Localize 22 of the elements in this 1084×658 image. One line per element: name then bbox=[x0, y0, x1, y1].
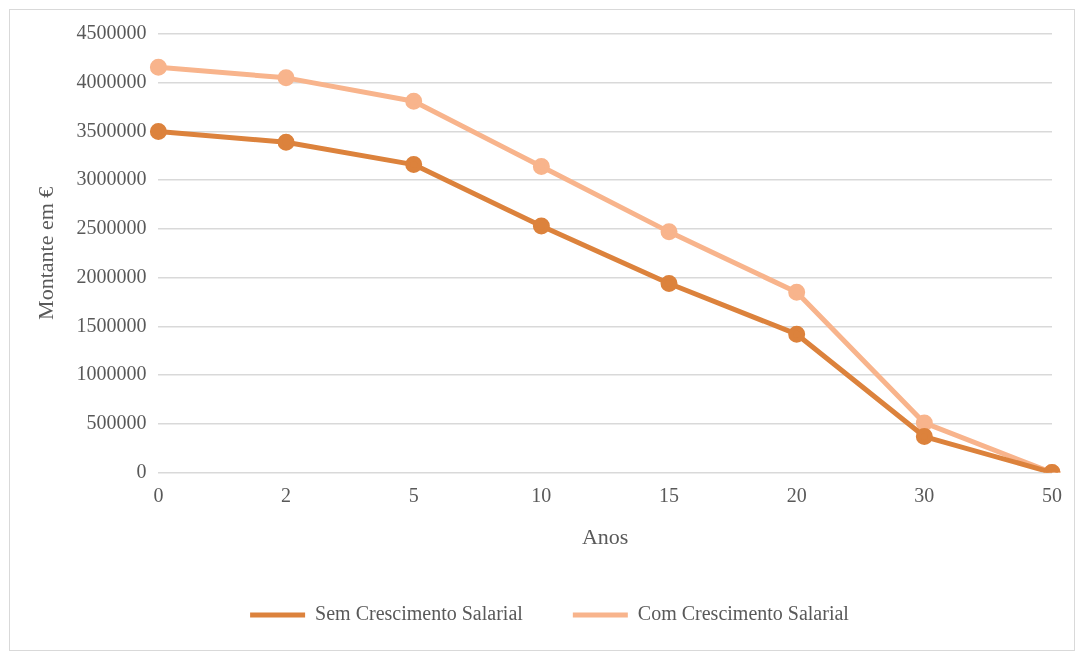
legend-label: Sem Crescimento Salarial bbox=[315, 602, 524, 625]
legend-label: Com Crescimento Salarial bbox=[637, 602, 850, 625]
y-tick-label: 3500000 bbox=[76, 118, 147, 141]
x-tick-label: 2 bbox=[281, 483, 292, 506]
y-tick-label: 0 bbox=[136, 459, 147, 482]
x-tick-label: 20 bbox=[786, 483, 807, 506]
x-tick-label: 30 bbox=[914, 483, 935, 506]
y-tick-label: 1000000 bbox=[76, 362, 147, 385]
y-tick-label: 2500000 bbox=[76, 216, 147, 239]
x-tick-label: 15 bbox=[659, 483, 680, 506]
y-tick-label: 2000000 bbox=[76, 264, 147, 287]
x-tick-label: 50 bbox=[1042, 483, 1062, 506]
y-tick-label: 500000 bbox=[86, 411, 147, 434]
x-tick-label: 0 bbox=[153, 483, 164, 506]
y-tick-label: 4000000 bbox=[76, 69, 147, 92]
x-tick-label: 5 bbox=[408, 483, 419, 506]
x-axis-title: Anos bbox=[581, 523, 629, 549]
y-axis-title: Montante em € bbox=[32, 186, 58, 320]
y-tick-label: 1500000 bbox=[76, 313, 147, 336]
y-tick-label: 4500000 bbox=[76, 21, 147, 44]
x-tick-label: 10 bbox=[531, 483, 552, 506]
y-tick-label: 3000000 bbox=[76, 167, 147, 190]
